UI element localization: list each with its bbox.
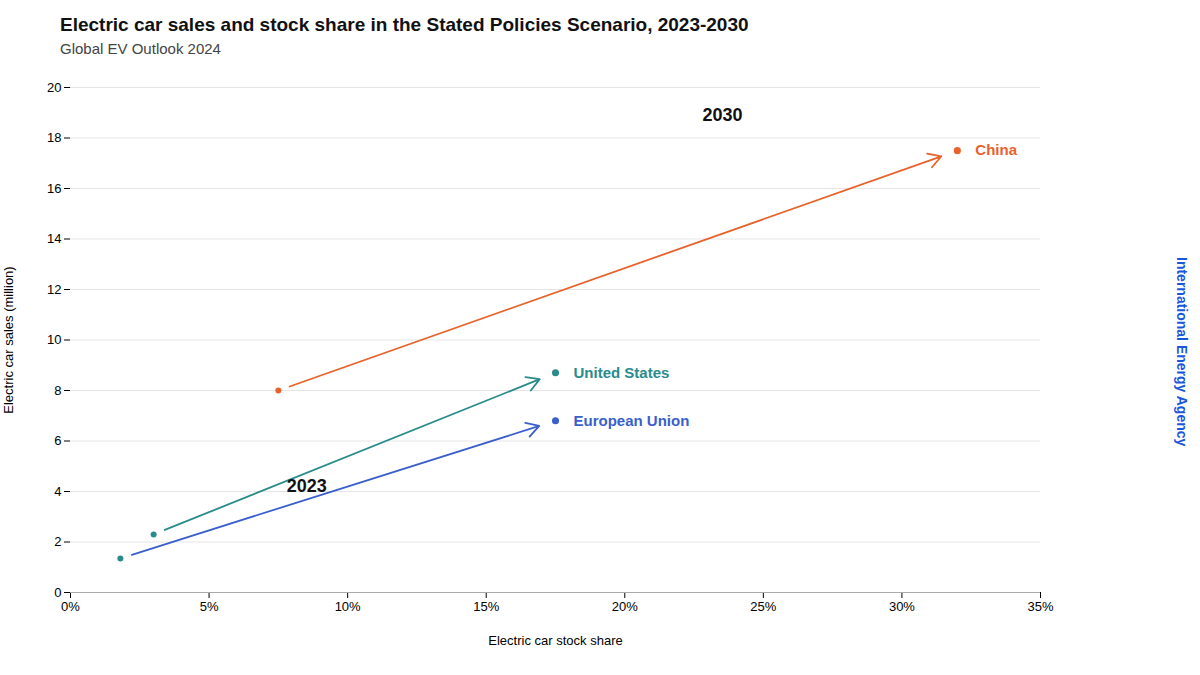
svg-text:10: 10: [47, 332, 61, 347]
svg-text:Electric car stock share: Electric car stock share: [488, 633, 622, 648]
html-text:International Energy Agency: International Energy Agency: [1174, 257, 1190, 447]
svg-text:10%: 10%: [335, 599, 361, 614]
svg-text:30%: 30%: [889, 599, 915, 614]
svg-text:35%: 35%: [1027, 599, 1053, 614]
svg-text:5%: 5%: [200, 599, 219, 614]
svg-text:20: 20: [47, 80, 61, 95]
svg-text:20%: 20%: [612, 599, 638, 614]
html-text:Electric car sales and stock s: Electric car sales and stock share in th…: [60, 14, 749, 35]
svg-text:12: 12: [47, 282, 61, 297]
svg-text:18: 18: [47, 130, 61, 145]
svg-text:2: 2: [54, 534, 61, 549]
svg-text:14: 14: [47, 231, 61, 246]
svg-text:6: 6: [54, 433, 61, 448]
html-text:Global EV Outlook 2024: Global EV Outlook 2024: [60, 40, 221, 57]
svg-text:China: China: [975, 141, 1017, 158]
svg-text:4: 4: [54, 484, 61, 499]
svg-text:8: 8: [54, 383, 61, 398]
svg-text:0: 0: [54, 585, 61, 600]
svg-text:25%: 25%: [750, 599, 776, 614]
svg-text:2030: 2030: [702, 105, 742, 125]
svg-text:16: 16: [47, 181, 61, 196]
svg-text:European Union: European Union: [574, 412, 690, 429]
svg-text:United States: United States: [574, 364, 670, 381]
svg-text:Electric car sales (million): Electric car sales (million): [1, 266, 16, 413]
svg-text:2023: 2023: [287, 476, 327, 496]
svg-text:0%: 0%: [61, 599, 80, 614]
svg-text:15%: 15%: [473, 599, 499, 614]
